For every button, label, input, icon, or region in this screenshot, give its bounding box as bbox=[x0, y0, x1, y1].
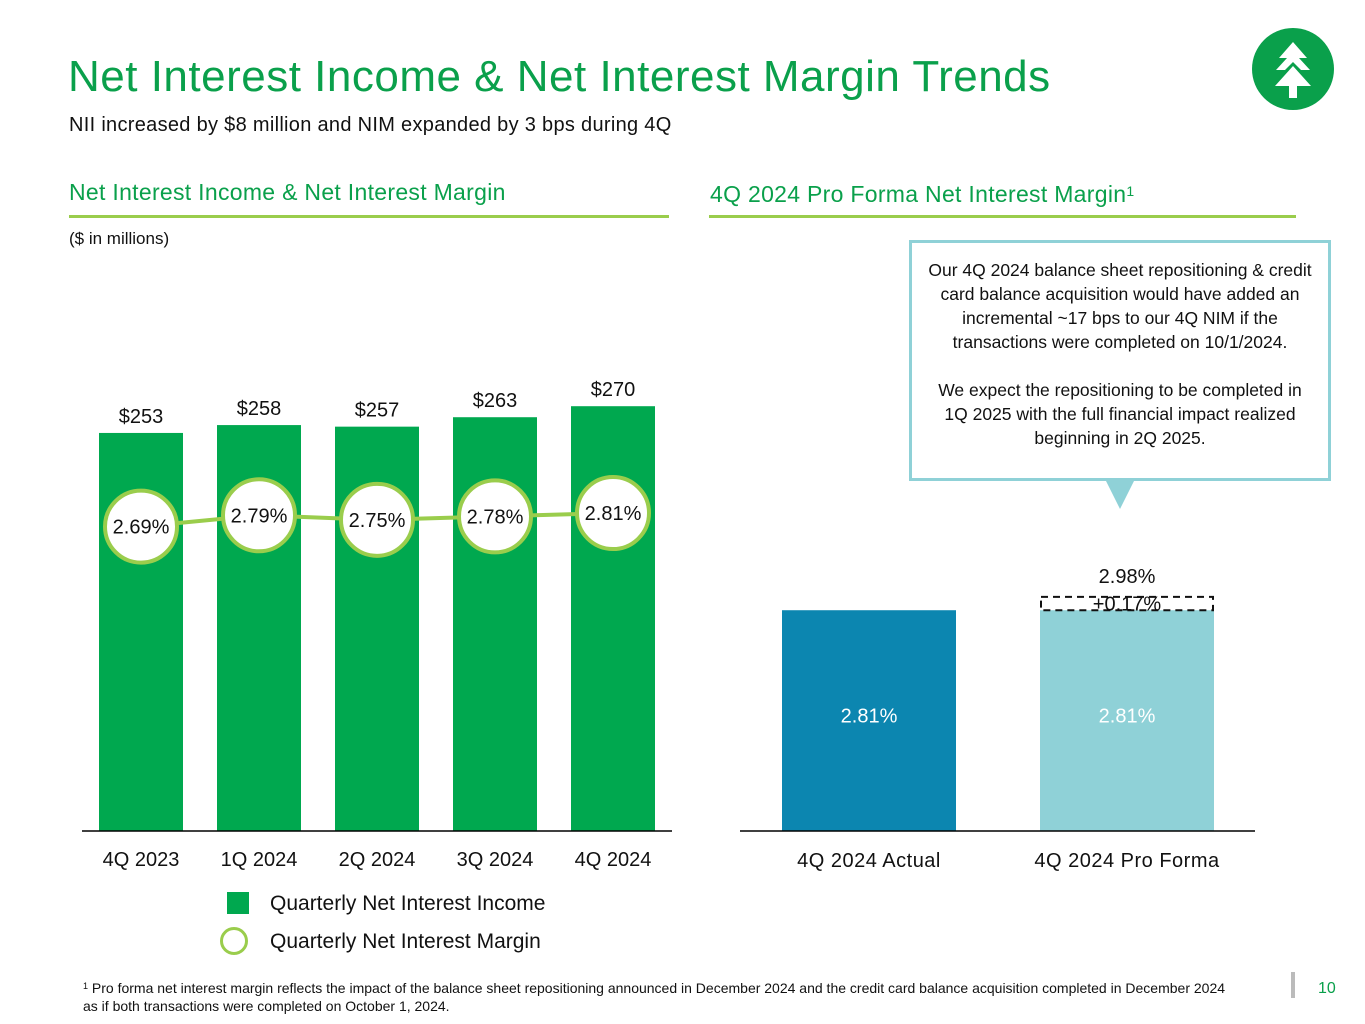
right-section-heading: 4Q 2024 Pro Forma Net Interest Margin1 bbox=[710, 181, 1134, 216]
x-tick-label: 3Q 2024 bbox=[457, 849, 534, 871]
x-tick-label: 4Q 2023 bbox=[103, 849, 180, 871]
footnote-text: Pro forma net interest margin reflects t… bbox=[83, 980, 1226, 1014]
footnote-marker: 1 bbox=[1126, 183, 1135, 199]
incremental-nim-box bbox=[1040, 595, 1214, 612]
pro-forma-nim-chart: 2.81% 4Q 2024 Actual 2.81% 4Q 2024 Pro Form… bbox=[740, 566, 1255, 872]
right-section-rule bbox=[709, 215, 1296, 218]
nim-label: 2.78% bbox=[467, 506, 524, 528]
legend-line-label: Quarterly Net Interest Margin bbox=[270, 930, 541, 953]
nim-label: 2.69% bbox=[113, 517, 170, 539]
left-section-rule bbox=[69, 215, 669, 218]
page-subtitle: NII increased by $8 million and NIM expa… bbox=[69, 114, 672, 136]
nim-marker bbox=[103, 488, 179, 565]
nim-label: 2.79% bbox=[231, 505, 288, 527]
nii-bar-label: $270 bbox=[591, 379, 636, 401]
x-tick-label: 2Q 2024 bbox=[339, 849, 416, 871]
nim-label: 2.75% bbox=[349, 510, 406, 532]
nii-bar-label: $263 bbox=[473, 390, 518, 412]
callout-pointer bbox=[1106, 481, 1134, 509]
bar-value-label: 2.81% bbox=[841, 706, 898, 728]
left-section-heading: Net Interest Income & Net Interest Margi… bbox=[69, 179, 506, 205]
proforma-base-bar bbox=[1040, 610, 1214, 831]
callout-paragraph-2: We expect the repositioning to be comple… bbox=[938, 380, 1302, 448]
nim-marker bbox=[339, 481, 415, 558]
callout-box: Our 4Q 2024 balance sheet repositioning … bbox=[909, 240, 1331, 481]
nii-bar bbox=[571, 406, 655, 831]
x-tick-label: 1Q 2024 bbox=[221, 849, 298, 871]
nim-marker bbox=[457, 478, 533, 555]
actual-nim-bar bbox=[782, 610, 956, 831]
x-tick-label: 4Q 2024 bbox=[575, 849, 652, 871]
legend-bar-label: Quarterly Net Interest Income bbox=[270, 892, 546, 915]
total-nim-label: 2.98% bbox=[1099, 566, 1156, 588]
tree-logo-icon bbox=[1252, 28, 1334, 110]
nim-label: 2.81% bbox=[585, 503, 642, 525]
x-tick-label: 4Q 2024 Actual bbox=[797, 850, 941, 872]
footnote: 1 Pro forma net interest margin reflects… bbox=[83, 977, 1233, 1015]
incremental-nim-label: +0.17% bbox=[1093, 594, 1162, 616]
nim-marker bbox=[575, 475, 651, 552]
x-tick-label: 4Q 2024 Pro Forma bbox=[1034, 850, 1220, 872]
nim-marker bbox=[221, 477, 297, 554]
nii-bar-label: $258 bbox=[237, 398, 282, 420]
page-number: 10 bbox=[1318, 980, 1336, 997]
nii-bar-label: $257 bbox=[355, 400, 400, 422]
callout-paragraph-1: Our 4Q 2024 balance sheet repositioning … bbox=[928, 260, 1312, 352]
bar-value-label: 2.81% bbox=[1099, 706, 1156, 728]
legend-line-marker bbox=[220, 927, 248, 955]
page-title: Net Interest Income & Net Interest Margi… bbox=[68, 52, 1051, 101]
footnote-number: 1 bbox=[83, 981, 89, 991]
nii-bar-label: $253 bbox=[119, 406, 164, 428]
legend-bar-swatch bbox=[227, 892, 249, 914]
units-note: ($ in millions) bbox=[69, 229, 170, 248]
page-divider bbox=[1291, 972, 1295, 998]
nii-nim-chart: 4Q 2023 1Q 2024 2Q 2024 3Q 2024 4Q 2024 $253… bbox=[82, 379, 672, 871]
right-section-heading-text: 4Q 2024 Pro Forma Net Interest Margin bbox=[710, 181, 1127, 207]
